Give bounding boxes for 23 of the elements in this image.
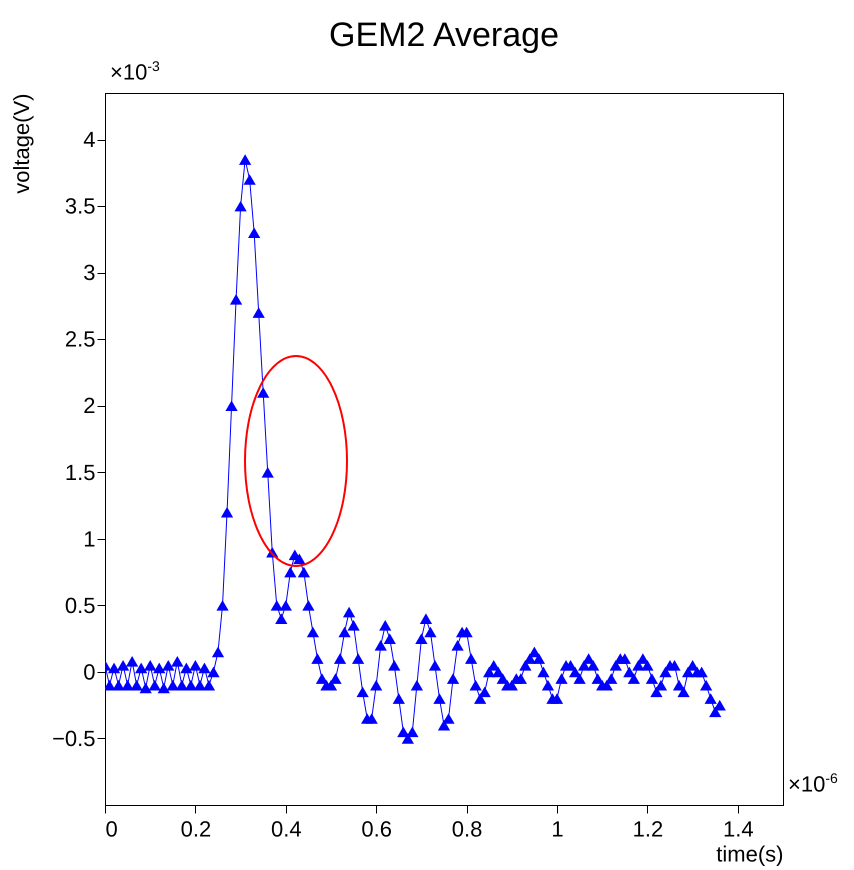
x-tick-label: 0.8: [452, 816, 482, 842]
x-tick-label: 0.2: [180, 816, 212, 842]
x-tick-label: 1.4: [723, 816, 754, 842]
y-tick-label: 3: [83, 260, 96, 286]
x-tick-label: 0: [106, 816, 118, 842]
x-tick-label: 0.6: [361, 816, 392, 842]
x-tick-label: 1: [551, 816, 564, 842]
y-tick-label: 3.5: [64, 194, 96, 219]
y-tick-label: −0.5: [52, 726, 96, 751]
x-axis-title: time(s): [716, 842, 784, 866]
y-axis-title: voltage(V): [9, 94, 34, 194]
x-tick-label: 0.4: [271, 816, 302, 842]
y-tick-label: 1.5: [64, 460, 96, 485]
y-tick-label: 2: [83, 393, 96, 418]
text: ×10$^{-3}$: [110, 58, 160, 86]
chart-title: GEM2 Average: [329, 16, 559, 54]
y-tick-label: 0: [83, 659, 96, 684]
y-tick-label: 0.5: [64, 592, 96, 618]
y-tick-label: 1: [83, 526, 96, 552]
y-tick-label: 4: [83, 127, 96, 152]
text: ×10$^{-6}$: [788, 770, 838, 798]
y-tick-label: 2.5: [64, 326, 96, 352]
x-tick-label: 1.2: [632, 816, 664, 842]
